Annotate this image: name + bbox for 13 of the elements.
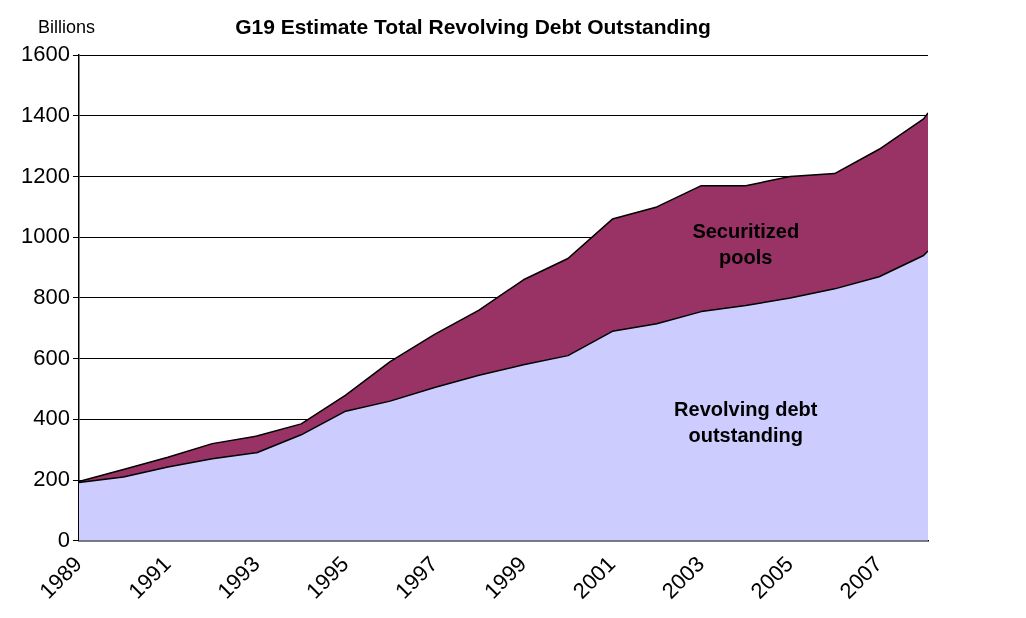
series-label: Revolving debt outstanding [674,397,818,446]
y-tick-label: 1000 [20,223,70,249]
y-tick-label: 800 [33,284,70,310]
y-tick-label: 1600 [20,41,70,67]
chart-title: G19 Estimate Total Revolving Debt Outstanding [235,15,711,39]
y-tick-label: 1400 [20,101,70,127]
y-axis-title: Billions [38,16,96,37]
y-tick-label: 400 [33,405,70,431]
y-tick-label: 600 [33,344,70,370]
y-tick-label: 1200 [20,162,70,188]
y-tick-label: 0 [57,526,70,552]
y-tick-label: 200 [33,466,70,492]
series-label: Securitized pools [692,220,800,269]
